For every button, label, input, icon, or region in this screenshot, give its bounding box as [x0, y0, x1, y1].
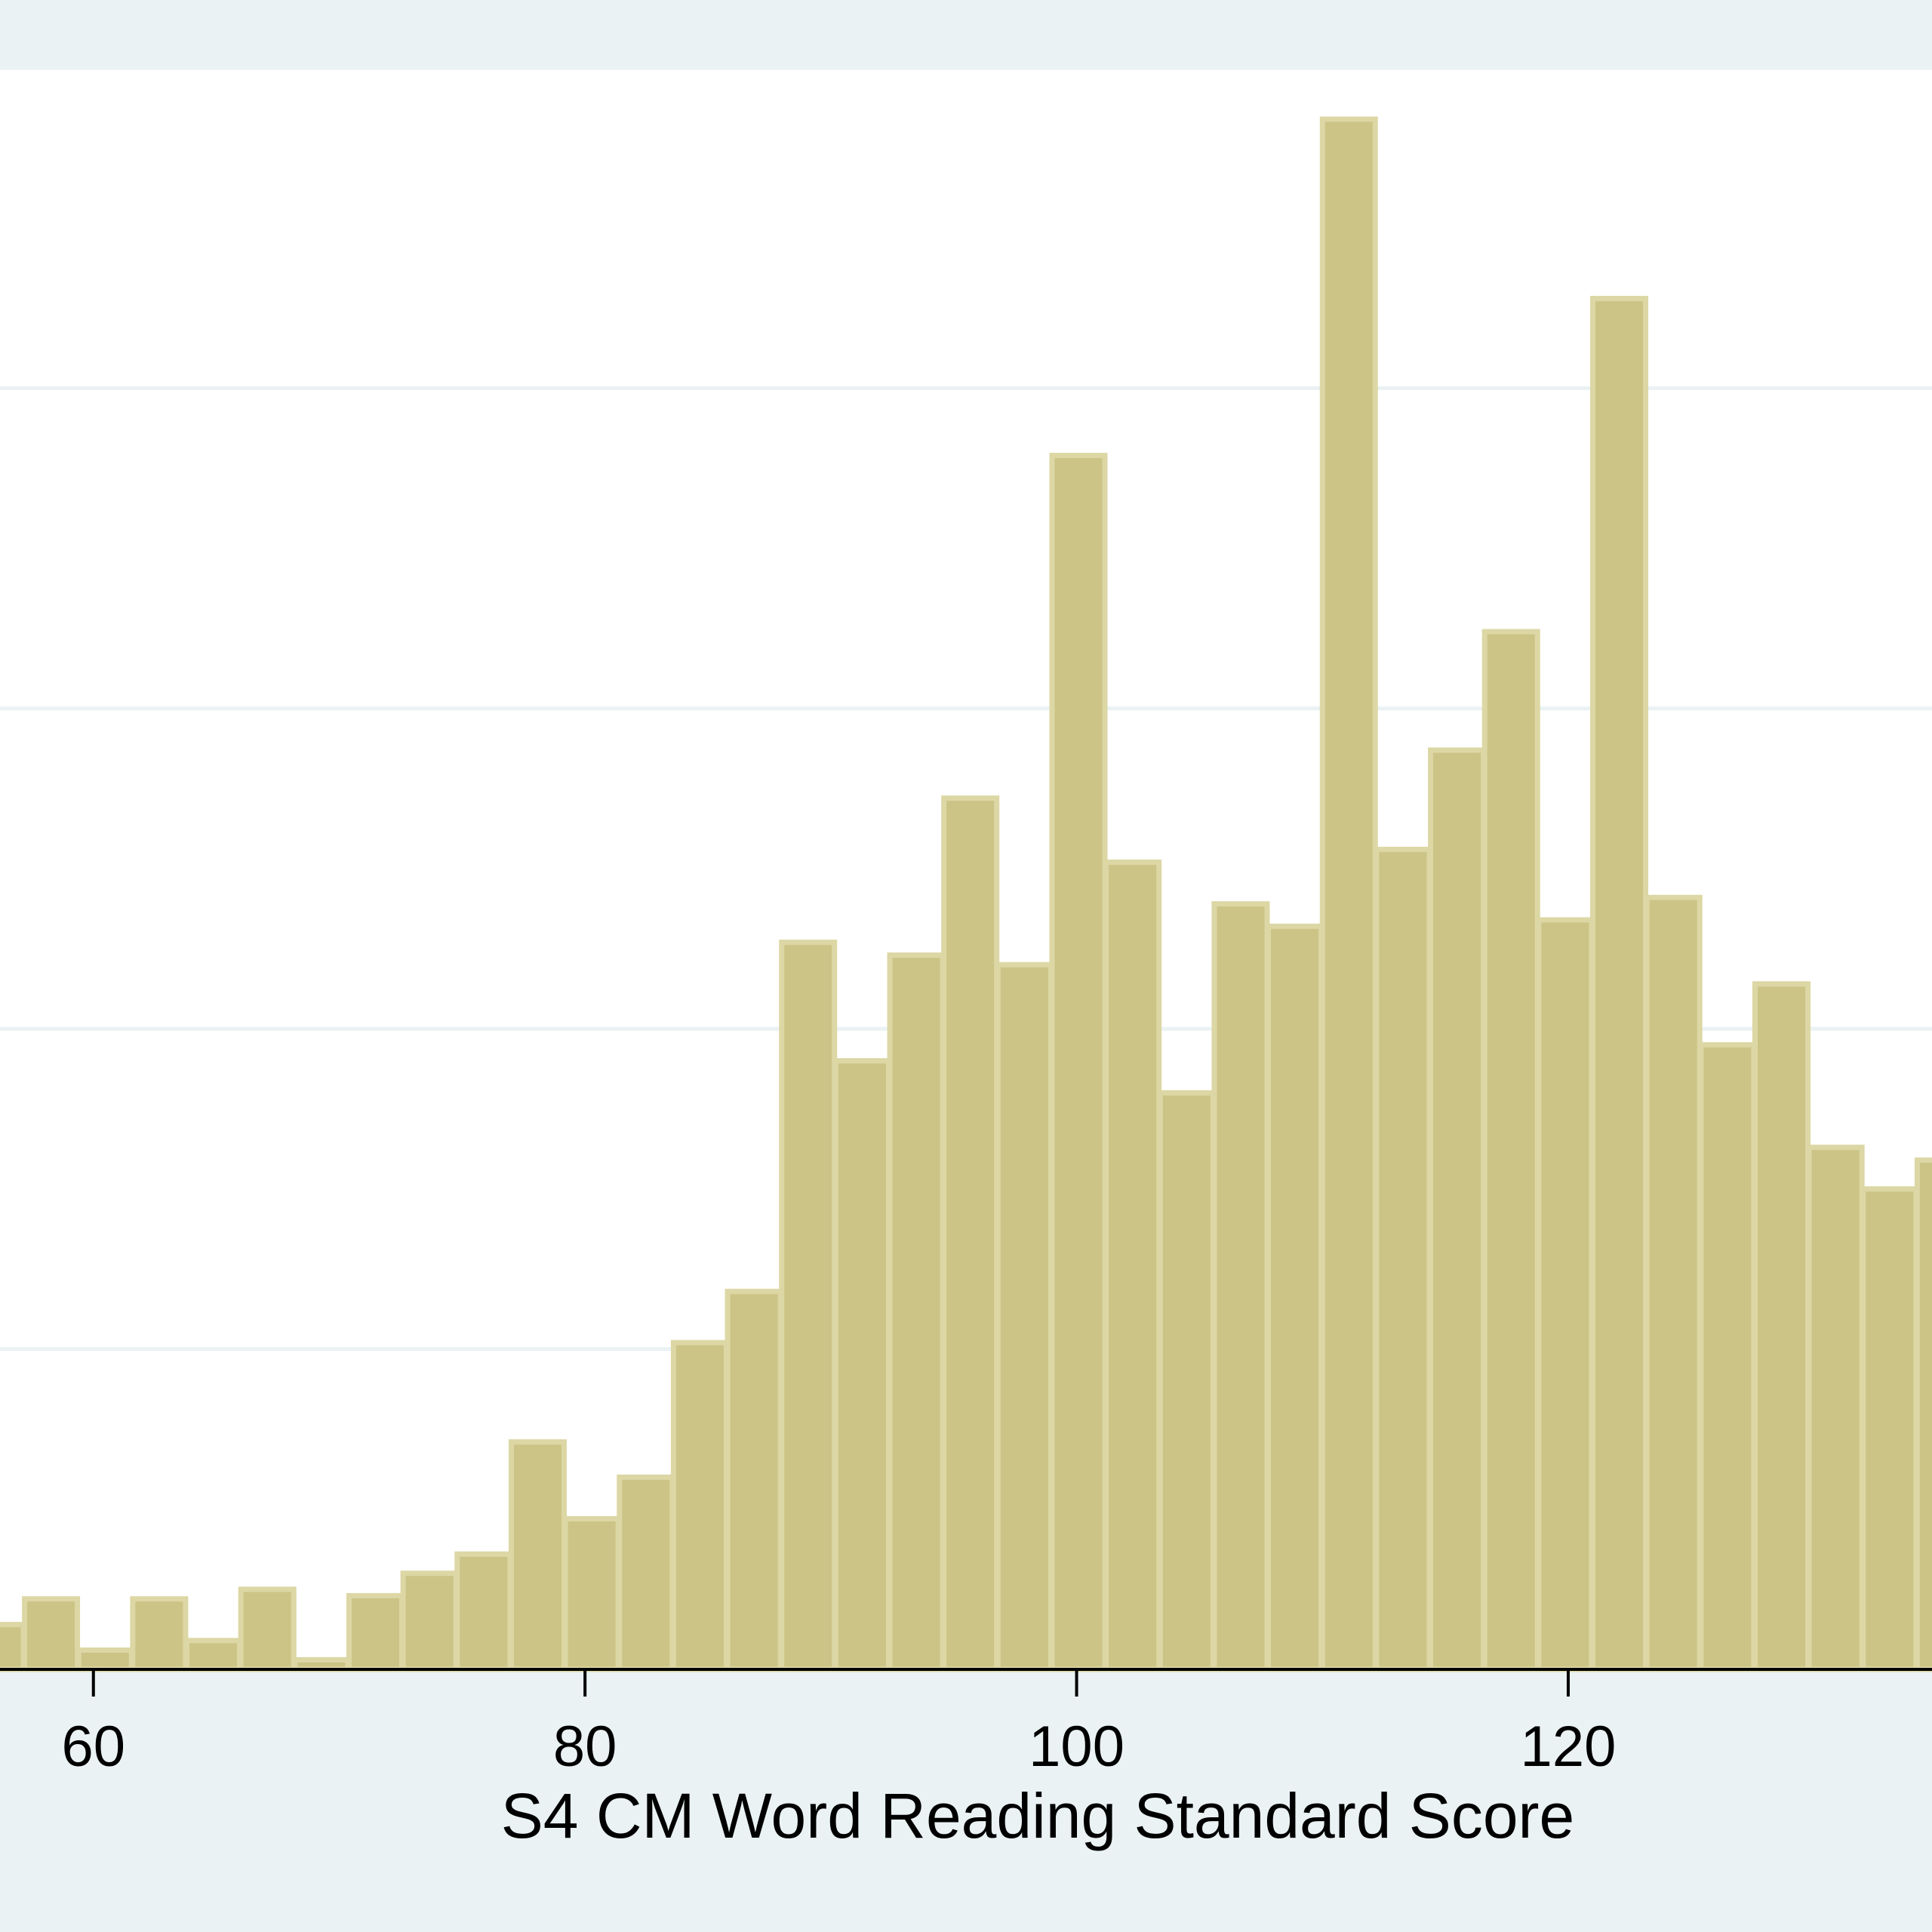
histogram-bar: [779, 940, 838, 1672]
histogram-bar: [1211, 901, 1270, 1672]
histogram-bar: [1806, 1144, 1865, 1672]
x-tick-label: 60: [61, 1715, 125, 1779]
histogram-bar: [887, 952, 946, 1672]
histogram-bar: [670, 1340, 729, 1672]
histogram-bar: [995, 961, 1054, 1672]
histogram-bar: [400, 1571, 459, 1672]
histogram-bar: [22, 1596, 81, 1672]
histogram-bar: [346, 1592, 405, 1672]
histogram-bar: [1860, 1186, 1919, 1672]
x-tick-label: 100: [1029, 1715, 1124, 1779]
histogram-bar: [184, 1638, 243, 1672]
histogram-bar: [1644, 894, 1703, 1672]
histogram-bar: [130, 1596, 189, 1672]
histogram-bar: [1914, 1157, 1932, 1672]
histogram-bar: [941, 795, 1000, 1672]
histogram-bar: [1590, 296, 1649, 1672]
histogram-bar: [1049, 453, 1108, 1672]
histogram-bar: [0, 1622, 26, 1672]
histogram-bar: [617, 1474, 675, 1672]
histogram-bar: [1752, 981, 1811, 1672]
x-tick-label: 120: [1521, 1715, 1617, 1779]
x-axis-ticks: 60 80 100 120: [61, 1669, 1616, 1779]
histogram-bar: [75, 1647, 134, 1672]
histogram-bar: [1428, 747, 1487, 1672]
histogram-bar: [508, 1439, 567, 1672]
x-tick-label: 80: [553, 1715, 617, 1779]
histogram-bar: [832, 1058, 891, 1672]
histogram-bar: [1103, 860, 1162, 1672]
histogram-bar: [1374, 847, 1432, 1672]
histogram-bar: [454, 1551, 513, 1672]
histogram-bar: [1698, 1041, 1757, 1672]
histogram-bar: [562, 1516, 621, 1672]
histogram-bar: [238, 1586, 297, 1672]
x-axis-title: S4 CM Word Reading Standard Score: [501, 1780, 1575, 1851]
histogram-bar: [724, 1288, 783, 1672]
histogram-bar: [1266, 923, 1324, 1672]
histogram-bar: [1319, 116, 1378, 1672]
histogram-bar: [1481, 629, 1540, 1672]
histogram-bar: [1536, 917, 1595, 1672]
histogram-bar: [1157, 1090, 1216, 1672]
